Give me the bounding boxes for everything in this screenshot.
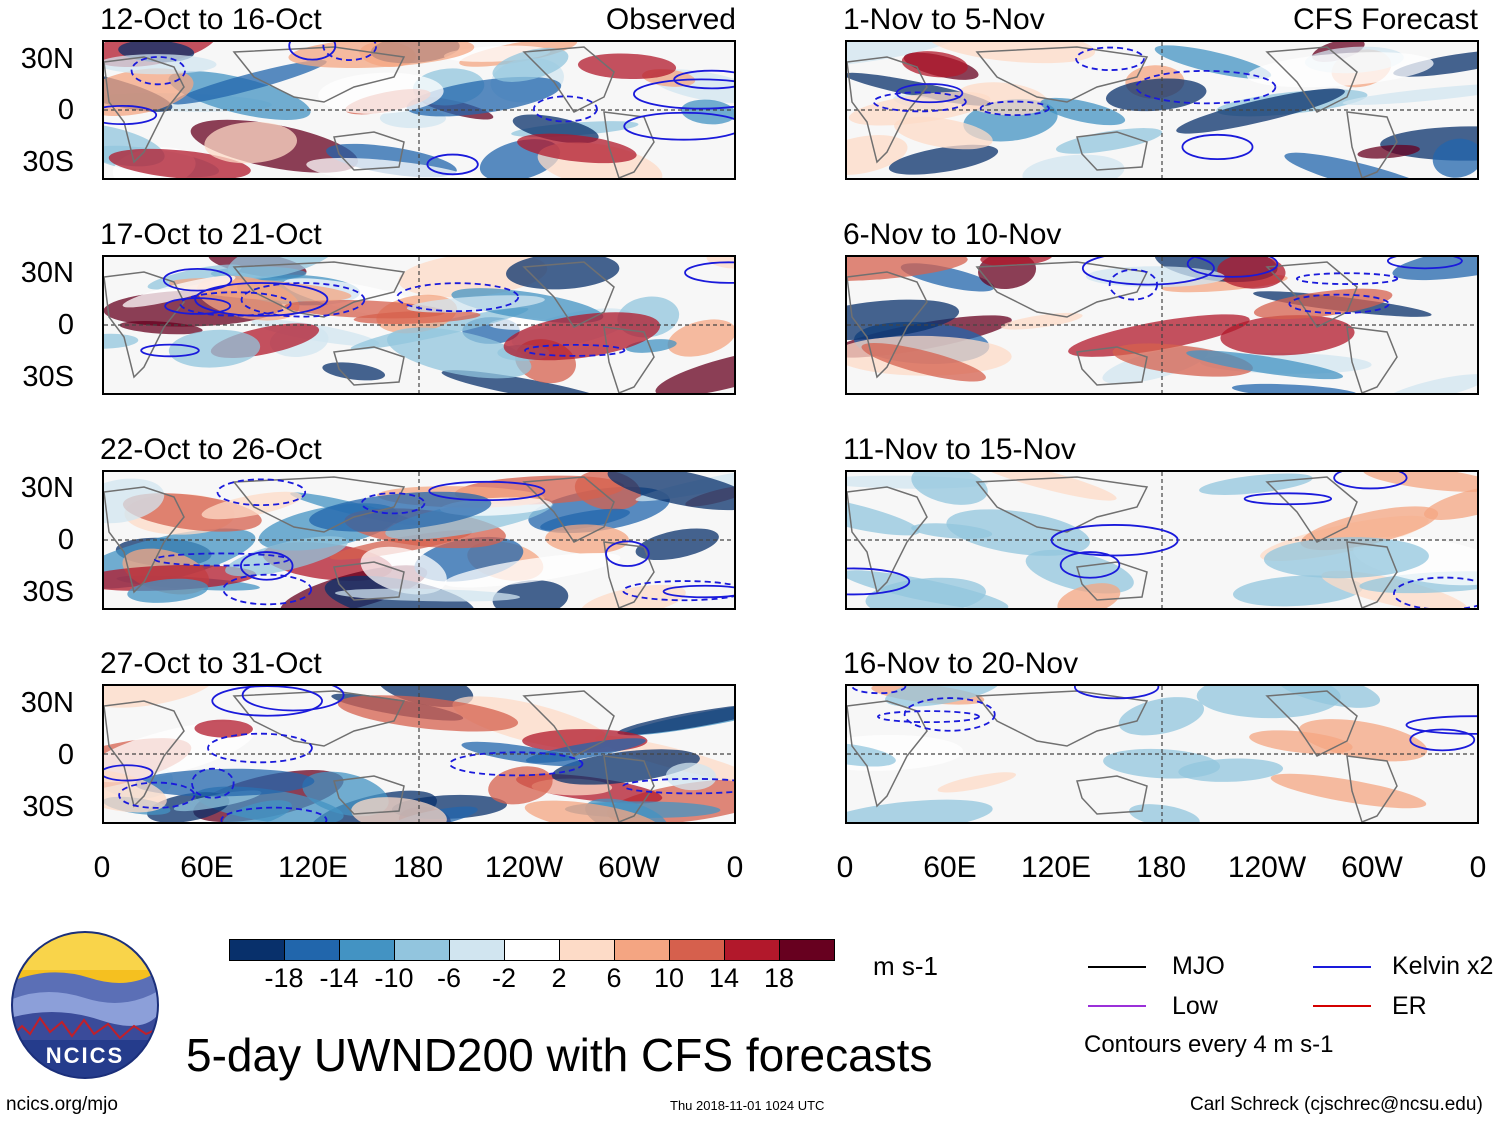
lat-label: 30S [22,791,74,823]
map-panel-obs-4 [102,684,736,824]
ncics-logo: NCICS [10,930,160,1080]
lon-label: 0 [726,851,744,884]
map-panel-obs-2 [102,255,736,395]
legend-line-mjo [1088,966,1146,968]
colorbar-swatch [504,939,560,961]
lon-label: 180 [1135,851,1187,884]
main-title: 5-day UWND200 with CFS forecasts [186,1029,933,1081]
colorbar-tick-label: 14 [708,963,740,993]
panel-title-obs-2: 17-Oct to 21-Oct [100,218,322,251]
lon-label: 60E [923,851,977,884]
footer-author: Carl Schreck (cjschrec@ncsu.edu) [1190,1094,1483,1115]
lon-label: 60W [1341,851,1403,884]
lon-label: 0 [836,851,854,884]
lat-label: 30N [20,257,74,289]
lat-label: 30S [22,146,74,178]
lon-label: 120E [277,851,349,884]
lon-label: 120W [484,851,564,884]
map-panel-fcst-1 [845,40,1479,180]
cfs-forecast-label: CFS Forecast [1292,3,1478,36]
colorbar-unit: m s-1 [873,951,938,981]
colorbar-swatch [669,939,725,961]
lat-label: 0 [57,94,74,126]
legend-line-low [1088,1005,1146,1007]
colorbar-swatch [449,939,505,961]
panel-title-fcst-3: 11-Nov to 15-Nov [843,433,1076,466]
lon-label: 60E [180,851,234,884]
colorbar-swatch [559,939,615,961]
colorbar-tick-label: 2 [551,963,567,993]
panel-title-obs-1: 12-Oct to 16-Oct [100,3,322,36]
lat-label: 0 [57,309,74,341]
lon-label: 120W [1227,851,1307,884]
lon-label: 120E [1020,851,1092,884]
panel-title-fcst-4: 16-Nov to 20-Nov [843,647,1079,680]
lon-label: 0 [1469,851,1487,884]
lat-label: 30N [20,472,74,504]
map-panel-obs-3 [102,470,736,610]
colorbar-swatch [284,939,340,961]
lon-label: 180 [392,851,444,884]
colorbar-tick-label: -2 [491,963,516,993]
colorbar-swatch [229,939,285,961]
map-panel-fcst-2 [845,255,1479,395]
contour-interval-note: Contours every 4 m s-1 [1084,1031,1334,1058]
panel-title-fcst-1: 1-Nov to 5-Nov [843,3,1045,36]
legend-line-er [1313,1005,1371,1007]
lat-label: 30N [20,687,74,719]
colorbar-swatch [339,939,395,961]
footer-timestamp: Thu 2018-11-01 1024 UTC [670,1098,825,1113]
colorbar-tick-label: -10 [374,963,414,993]
colorbar-swatch [614,939,670,961]
lat-label: 30N [20,43,74,75]
legend-label-low: Low [1172,992,1218,1020]
legend-label-er: ER [1392,992,1427,1020]
colorbar-boxes [229,939,835,961]
colorbar-tick-label: 6 [606,963,622,993]
colorbar-tick-label: 18 [763,963,795,993]
footer-website: ncics.org/mjo [6,1094,118,1115]
colorbar-tick-label: -18 [264,963,304,993]
lat-label: 30S [22,576,74,608]
lat-label: 0 [57,524,74,556]
map-panel-fcst-3 [845,470,1479,610]
legend-label-mjo: MJO [1172,952,1225,980]
logo-text: NCICS [46,1043,124,1068]
colorbar-swatch [779,939,835,961]
panel-title-fcst-2: 6-Nov to 10-Nov [843,218,1062,251]
map-panel-fcst-4 [845,684,1479,824]
lat-label: 0 [57,739,74,771]
lon-label: 60W [598,851,660,884]
legend-label-kelvin: Kelvin x2 [1392,952,1494,980]
colorbar-swatch [394,939,450,961]
colorbar-swatch [724,939,780,961]
map-panel-obs-1 [102,40,736,180]
lon-label: 0 [93,851,111,884]
panel-title-obs-3: 22-Oct to 26-Oct [100,433,322,466]
panel-title-obs-4: 27-Oct to 31-Oct [100,647,322,680]
colorbar-tick-label: -14 [319,963,359,993]
colorbar-tick-label: 10 [653,963,685,993]
legend-line-kelvin [1313,966,1371,968]
colorbar-tick-label: -6 [436,963,461,993]
observed-label: Observed [605,3,736,36]
lat-label: 30S [22,361,74,393]
